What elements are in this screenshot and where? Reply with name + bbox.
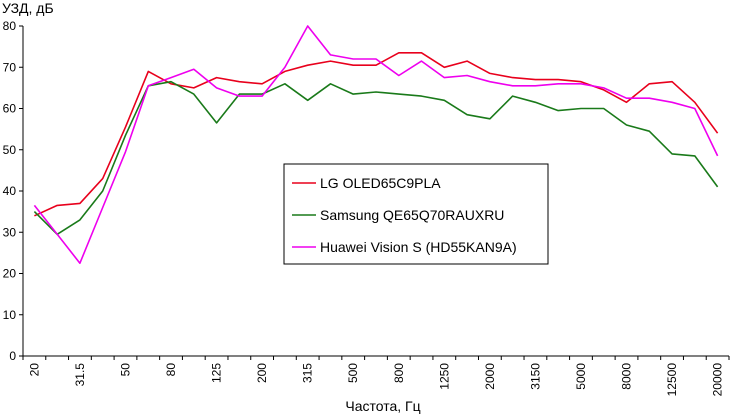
x-tick-label: 80: [164, 363, 178, 377]
y-axis-label: УЗД, дБ: [2, 0, 54, 16]
x-tick-label: 50: [118, 363, 132, 377]
y-tick-label: 0: [9, 349, 16, 363]
x-tick-label: 315: [301, 363, 315, 383]
y-tick-label: 60: [3, 102, 17, 116]
x-tick-label: 1250: [437, 363, 451, 390]
plot-series: [33, 25, 719, 265]
x-tick-label: 125: [210, 363, 224, 383]
y-tick-label: 40: [3, 184, 17, 198]
x-tick-label: 800: [392, 363, 406, 383]
legend-label: Huawei Vision S (HD55KAN9A): [320, 239, 517, 255]
legend-label: LG OLED65C9PLA: [320, 175, 441, 191]
legend-box: [283, 163, 549, 265]
x-tick-label: 500: [346, 363, 360, 383]
y-tick-label: 80: [3, 19, 17, 33]
legend: LG OLED65C9PLA Samsung QE65Q70RAUXRU Huawe…: [283, 163, 549, 265]
y-tick-label: 10: [3, 308, 17, 322]
y-tick-label: 30: [3, 225, 17, 239]
legend-label: Samsung QE65Q70RAUXRU: [320, 207, 504, 223]
x-tick-label: 8000: [620, 363, 634, 390]
y-tick-label: 70: [3, 60, 17, 74]
x-tick-label: 200: [255, 363, 269, 383]
y-tick-label: 20: [3, 267, 17, 281]
x-axis: 20 31.5 50 80 125 200 315 500 800 1250 2000 3150 500…: [22, 355, 730, 397]
x-tick-label: 31.5: [73, 363, 87, 387]
x-tick-label: 12500: [665, 363, 679, 397]
x-tick-label: 3150: [528, 363, 542, 390]
x-axis-label: Частота, Гц: [345, 398, 420, 414]
series-line-0: [34, 51, 719, 217]
x-tick-label: 20000: [711, 363, 725, 397]
y-tick-label: 50: [3, 143, 17, 157]
x-tick-label: 5000: [574, 363, 588, 390]
x-tick-label: 2000: [483, 363, 497, 390]
x-tick-label: 20: [27, 363, 41, 377]
series-line-2: [33, 25, 719, 265]
y-axis: 0 10 20 30 40 50 60 70 80: [3, 19, 24, 363]
